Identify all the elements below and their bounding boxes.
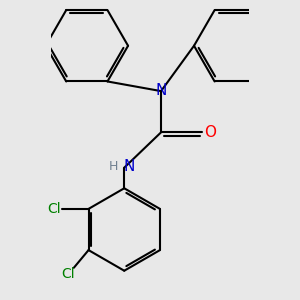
Text: N: N — [124, 159, 135, 174]
Text: H: H — [109, 160, 119, 173]
Text: Cl: Cl — [47, 202, 61, 216]
Text: O: O — [204, 125, 216, 140]
Text: Cl: Cl — [61, 267, 75, 281]
Text: N: N — [155, 83, 167, 98]
